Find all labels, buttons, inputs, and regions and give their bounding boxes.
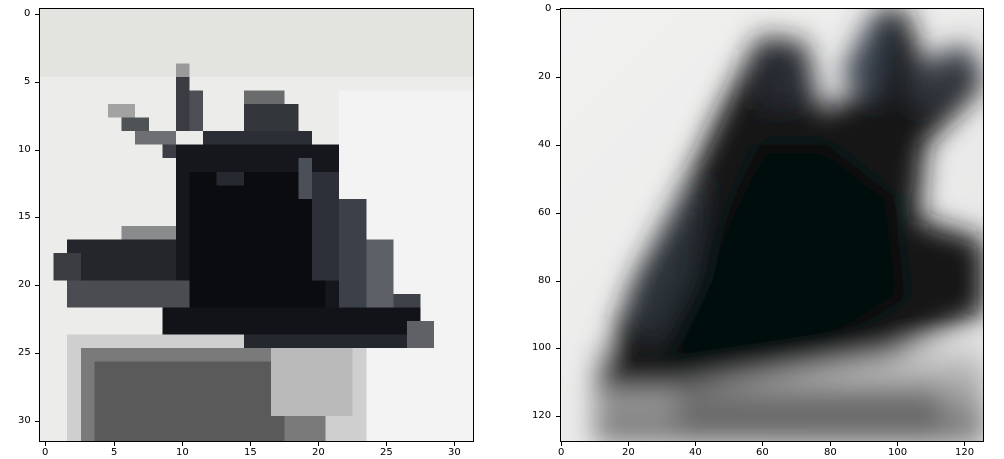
- x-tick-label: 15: [244, 447, 257, 458]
- left-image-panel: 0 5 10 15 20 25 30 0 5 10 15 20 25 30: [0, 0, 490, 459]
- x-tick-mark: [114, 442, 115, 446]
- x-tick-mark: [830, 442, 831, 446]
- x-tick-mark: [45, 442, 46, 446]
- upscaled-hand-image: [561, 9, 983, 441]
- y-tick-mark: [35, 217, 39, 218]
- x-tick-mark: [318, 442, 319, 446]
- y-tick-mark: [35, 150, 39, 151]
- x-tick-mark: [762, 442, 763, 446]
- y-tick-mark: [556, 348, 560, 349]
- x-tick-mark: [386, 442, 387, 446]
- y-tick-label: 100: [532, 342, 552, 353]
- y-tick-label: 5: [24, 76, 31, 87]
- y-tick-mark: [35, 82, 39, 83]
- x-tick-label: 20: [622, 447, 635, 458]
- left-axes: [39, 8, 474, 442]
- x-tick-mark: [628, 442, 629, 446]
- x-tick-label: 30: [448, 447, 461, 458]
- x-tick-mark: [182, 442, 183, 446]
- y-tick-label: 20: [538, 71, 551, 82]
- x-tick-mark: [964, 442, 965, 446]
- y-tick-mark: [556, 77, 560, 78]
- y-tick-label: 30: [18, 415, 31, 426]
- x-tick-label: 10: [176, 447, 189, 458]
- x-tick-label: 40: [689, 447, 702, 458]
- y-tick-label: 40: [538, 139, 551, 150]
- y-tick-label: 0: [24, 8, 31, 19]
- x-tick-label: 5: [111, 447, 118, 458]
- x-tick-mark: [695, 442, 696, 446]
- x-tick-label: 80: [824, 447, 837, 458]
- x-tick-label: 100: [888, 447, 908, 458]
- y-tick-mark: [35, 353, 39, 354]
- x-tick-mark: [561, 442, 562, 446]
- right-axes: [560, 8, 984, 442]
- x-tick-label: 0: [42, 447, 49, 458]
- x-tick-mark: [250, 442, 251, 446]
- y-tick-mark: [556, 9, 560, 10]
- y-tick-mark: [35, 14, 39, 15]
- y-tick-label: 80: [538, 275, 551, 286]
- y-tick-mark: [556, 281, 560, 282]
- y-tick-label: 0: [545, 3, 552, 14]
- x-tick-label: 25: [380, 447, 393, 458]
- x-tick-mark: [897, 442, 898, 446]
- y-tick-label: 120: [532, 410, 552, 421]
- y-tick-label: 10: [18, 144, 31, 155]
- x-tick-label: 0: [558, 447, 565, 458]
- y-tick-label: 60: [538, 207, 551, 218]
- y-tick-mark: [35, 285, 39, 286]
- right-image-panel: 0 20 40 60 80 100 120 0 20 40 60 80 100 …: [490, 0, 1004, 459]
- y-tick-label: 15: [18, 211, 31, 222]
- y-tick-label: 25: [18, 347, 31, 358]
- pixelated-hand-image: [40, 9, 473, 441]
- y-tick-mark: [556, 416, 560, 417]
- y-tick-mark: [35, 421, 39, 422]
- x-tick-mark: [454, 442, 455, 446]
- x-tick-label: 60: [756, 447, 769, 458]
- y-tick-mark: [556, 145, 560, 146]
- y-tick-label: 20: [18, 279, 31, 290]
- x-tick-label: 20: [312, 447, 325, 458]
- x-tick-label: 120: [955, 447, 975, 458]
- y-tick-mark: [556, 213, 560, 214]
